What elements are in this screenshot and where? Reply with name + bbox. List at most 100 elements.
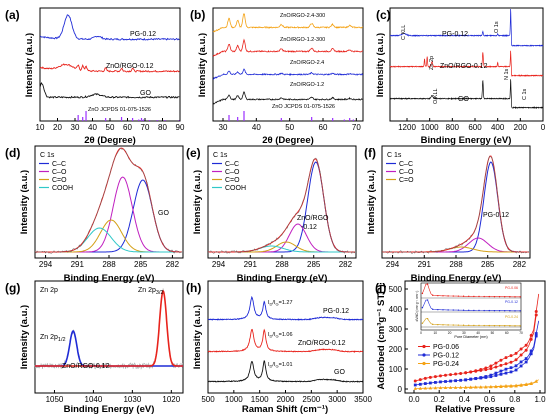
panel-b-curve-label-3: ZnO/RGO-2.4 bbox=[290, 60, 324, 66]
panel-i-inset-point-0-18 bbox=[452, 295, 454, 297]
panel-i-point-2-2 bbox=[418, 386, 422, 390]
panel-h-curve-label-go: GO bbox=[334, 369, 345, 376]
panel-a-ticklabel-7: 80 bbox=[158, 123, 167, 132]
panel-c-peak-n1s: N 1s bbox=[504, 68, 510, 80]
panel-b-curve-label-2: ZnO/RGO-1.2-300 bbox=[280, 37, 325, 43]
panel-i-point-1-72 bbox=[479, 376, 483, 379]
panel-h-ratio-2-i: I bbox=[268, 332, 270, 338]
panel-i-point-0-46 bbox=[529, 337, 533, 341]
panel-h-ratio-1-slash: /I bbox=[272, 300, 276, 306]
panel-d-component-3 bbox=[35, 227, 182, 253]
panel-i-point-0-68 bbox=[489, 364, 493, 368]
panel-h-ratio-1-d: D bbox=[270, 302, 273, 307]
panel-b-xlabel: 2θ (Degree) bbox=[262, 135, 314, 146]
panel-c-ylabel: Intensity (a.u.) bbox=[375, 33, 386, 97]
panel-c-curve-label-go: GO bbox=[458, 96, 469, 103]
panel-h-ratio-1: ID/IG=1.27 bbox=[268, 300, 293, 307]
panel-h-label: (h) bbox=[186, 281, 201, 295]
panel-i-inset-point-1-0 bbox=[421, 307, 424, 309]
panel-i-inset-point-0-3 bbox=[426, 283, 429, 285]
panel-c-curve-label-zno: ZnO/RGO-0.12 bbox=[440, 63, 488, 70]
panel-i-point-2-6 bbox=[428, 386, 433, 390]
panel-e-sample-line1: ZnO/RGO bbox=[297, 215, 329, 222]
panel-b-curve-label-1: ZnO/RGO-2.4-300 bbox=[280, 13, 325, 19]
panel-i-point-1-32 bbox=[494, 374, 498, 377]
panel-i-point-0-4 bbox=[423, 376, 427, 380]
panel-i-point-0-52 bbox=[529, 333, 533, 337]
panel-d-curves bbox=[34, 147, 182, 254]
panel-i-inset-point-0-33 bbox=[478, 295, 480, 298]
panel-i-point-1-58 bbox=[514, 364, 518, 368]
panel-i-inset-point-1-21 bbox=[457, 309, 460, 311]
panel-i-point-1-42 bbox=[519, 364, 523, 368]
panel-b-curve-label-4: ZnO/RGO-1.2 bbox=[290, 82, 324, 88]
panel-i-inset-point-1-51 bbox=[509, 310, 511, 312]
panel-c-curves bbox=[389, 8, 544, 110]
panel-f-curves bbox=[381, 155, 529, 254]
panel-c: (c) C KLL O 1s Zn 2p O KLL N 1s C 1s PG-… bbox=[375, 7, 546, 146]
panel-a-ticklabel-8: 90 bbox=[176, 123, 185, 132]
panel-i-point-1-12 bbox=[444, 380, 447, 383]
panel-i-point-0-30 bbox=[489, 367, 493, 371]
panel-i-point-0-32 bbox=[494, 365, 498, 369]
panel-c-xlabel: Binding Energy (eV) bbox=[421, 135, 512, 146]
panel-i-inset-point-0-30 bbox=[473, 295, 475, 298]
panel-e-ylabel: Intensity (a.u.) bbox=[192, 170, 203, 234]
panel-i-point-0-74 bbox=[474, 369, 478, 373]
panel-i-inset-point-1-9 bbox=[437, 308, 439, 311]
panel-c-xticks: 1200 1000 800 600 400 200 0 bbox=[398, 118, 546, 132]
panel-d-label: (d) bbox=[5, 146, 20, 160]
panel-h-curve-go bbox=[207, 359, 364, 383]
panel-i-point-2-10 bbox=[438, 385, 443, 390]
panel-a-curve-label-go: GO bbox=[140, 90, 151, 97]
panel-c-curve-zno bbox=[389, 50, 544, 78]
panel-h-ticklabel-6: 3500 bbox=[354, 395, 372, 404]
panel-i-point-2-78 bbox=[463, 385, 468, 389]
panel-i-point-0-6 bbox=[428, 375, 432, 379]
panel-e-ticklabel-2: 288 bbox=[275, 260, 289, 269]
panel-i-yticklabel-2: 200 bbox=[389, 345, 403, 354]
panel-i-point-1-48 bbox=[534, 334, 538, 338]
panel-i-inset-xlabel: Pore Diameter (nm) bbox=[454, 335, 488, 339]
panel-b-ticklabel-1: 40 bbox=[252, 123, 261, 132]
panel-a-xlabel: 2θ (Degree) bbox=[84, 135, 136, 146]
panel-c-ticklabel-6: 0 bbox=[541, 123, 546, 132]
panel-i-inset-legend-1: PG-0.12 bbox=[505, 300, 518, 304]
panel-i-point-0-38 bbox=[509, 360, 513, 364]
panel-i-point-2-60 bbox=[509, 383, 513, 387]
panel-i-point-2-52 bbox=[529, 381, 533, 385]
panel-i-inset-point-1-42 bbox=[493, 309, 496, 312]
panel-i-inset-point-1-39 bbox=[488, 309, 490, 312]
panel-g-sample: ZnO/RGO-0.12 bbox=[62, 363, 110, 370]
panel-g-curves bbox=[34, 288, 183, 370]
panel-i-inset-point-2-9 bbox=[437, 323, 439, 326]
panel-i-point-0-76 bbox=[469, 370, 473, 374]
panel-i-inset-point-1-57 bbox=[519, 310, 521, 312]
panel-i-point-1-56 bbox=[519, 360, 523, 364]
panel-i-inset-ylabel: dV/dD (cm³ g⁻¹ nm⁻¹) bbox=[415, 291, 419, 322]
panel-i-inset-point-2-21 bbox=[457, 324, 460, 326]
panel-i-inset-point-0-9 bbox=[437, 294, 439, 297]
panel-i-xticklabel-1: 0.2 bbox=[434, 395, 446, 404]
panel-h-ticklabel-1: 1000 bbox=[225, 395, 243, 404]
panel-h-ratio-3-val: =1.01 bbox=[279, 362, 293, 368]
panel-d-title: C 1s bbox=[40, 152, 55, 159]
panel-i-point-2-66 bbox=[494, 384, 498, 388]
panel-b-ticklabel-0: 30 bbox=[219, 123, 228, 132]
panel-i-inset-xtick-6: 60 bbox=[505, 331, 509, 335]
panel-f-xlabel: Binding Energy (eV) bbox=[411, 273, 502, 284]
panel-d-legend-label-1: C–O bbox=[52, 169, 67, 176]
panel-i-point-0-54 bbox=[524, 343, 528, 347]
panel-i-inset-point-2-27 bbox=[468, 324, 470, 327]
panel-c-peak-o1s: O 1s bbox=[494, 21, 500, 33]
panel-c-peak-okll: O KLL bbox=[433, 88, 439, 104]
panel-h-ratio-1-i: I bbox=[268, 300, 270, 306]
panel-d-ticklabel-2: 288 bbox=[102, 260, 116, 269]
panel-i-point-1-0 bbox=[413, 383, 417, 387]
panel-g-peak1-sub: 1/2 bbox=[58, 337, 66, 343]
panel-i-point-1-36 bbox=[504, 371, 508, 375]
panel-a-curve-pg bbox=[40, 14, 180, 41]
panel-i-point-1-4 bbox=[423, 382, 427, 385]
panel-i-inset-point-1-15 bbox=[447, 309, 449, 311]
panel-i-inset-point-2-33 bbox=[478, 324, 480, 327]
